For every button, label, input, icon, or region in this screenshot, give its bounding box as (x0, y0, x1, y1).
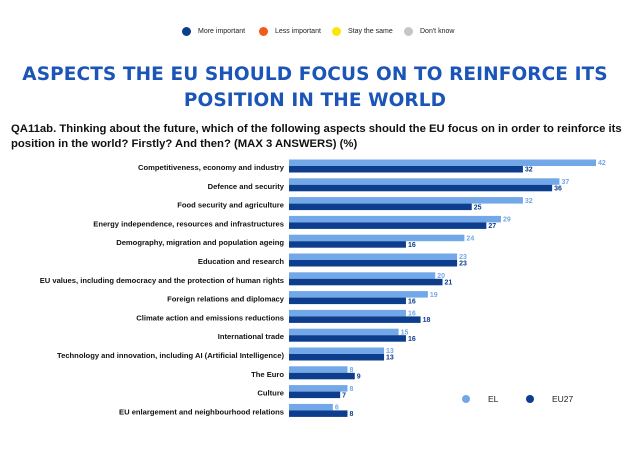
category-label: Climate action and emissions reductions (136, 313, 284, 322)
data-label-el: 20 (437, 273, 445, 280)
bar-el (289, 328, 399, 336)
legend-item-dont-know: Don't know (404, 27, 454, 36)
bar-el (289, 403, 333, 411)
bar-eu27 (289, 316, 421, 323)
bar-el (289, 309, 406, 317)
bar-eu27 (289, 410, 348, 417)
page-title: ASPECTS THE EU SHOULD FOCUS ON TO REINFO… (22, 64, 608, 111)
category-label: Competitiveness, economy and industry (138, 163, 285, 172)
data-label-eu27: 8 (349, 411, 353, 418)
bar-el (289, 159, 596, 166)
bar-chart: Competitiveness, economy and industry 42 3… (40, 159, 606, 418)
more-important-dot-icon (182, 27, 191, 36)
category-label: EU values, including democracy and the p… (40, 276, 284, 285)
data-label-eu27: 9 (357, 374, 361, 381)
legend-label: Don't know (420, 28, 455, 35)
bar-eu27 (289, 241, 406, 248)
data-label-eu27: 7 (342, 392, 346, 399)
data-label-el: 37 (561, 179, 569, 186)
bar-el (289, 291, 428, 298)
bar-eu27 (289, 260, 458, 267)
legend-label: EL (488, 394, 499, 404)
bar-el (289, 366, 348, 373)
bar-el (289, 272, 436, 279)
bar-eu27 (289, 222, 487, 229)
bar-eu27 (289, 184, 553, 192)
top-legend: More important Less important Stay the s… (0, 27, 630, 41)
data-label-eu27: 27 (488, 223, 496, 230)
legend-label: EU27 (552, 394, 574, 404)
data-label-eu27: 16 (408, 336, 416, 343)
bar-eu27 (289, 278, 443, 286)
data-label-el: 8 (349, 367, 353, 374)
bar-eu27 (289, 166, 523, 173)
data-label-el: 29 (503, 217, 511, 224)
category-label: Food security and agriculture (177, 201, 284, 210)
data-label-el: 32 (525, 198, 533, 205)
legend-item-less-important: Less important (259, 27, 321, 36)
data-label-eu27: 13 (386, 355, 394, 362)
data-label-el: 23 (459, 254, 467, 261)
data-label-el: 24 (466, 235, 474, 242)
bar-el (289, 253, 458, 260)
bar-eu27 (289, 391, 341, 399)
data-label-el: 15 (401, 329, 409, 336)
bar-el (289, 234, 465, 242)
category-label: Culture (257, 389, 284, 398)
chart-legend: EL EU27 (462, 394, 622, 408)
eu27-dot-icon (526, 395, 534, 403)
data-label-el: 42 (598, 160, 606, 167)
data-label-el: 16 (408, 311, 416, 318)
legend-label: More important (198, 28, 246, 35)
question-text: QA11ab. Thinking about the future, which… (11, 123, 622, 150)
bar-eu27 (289, 203, 472, 211)
less-important-dot-icon (259, 27, 268, 36)
bar-eu27 (289, 335, 406, 342)
category-label: Foreign relations and diplomacy (167, 295, 285, 304)
data-label-eu27: 21 (445, 280, 453, 287)
data-label-el: 8 (349, 386, 353, 393)
legend-item-stay-the-same: Stay the same (332, 27, 393, 36)
legend-label: Less important (275, 28, 321, 35)
legend-item-more-important: More important (182, 27, 245, 36)
category-label: Defence and security (208, 182, 285, 191)
data-label-eu27: 23 (459, 261, 467, 268)
legend-item-el: EL (462, 394, 498, 404)
bar-el (289, 347, 385, 354)
data-label-el: 19 (430, 292, 438, 299)
bar-eu27 (289, 297, 406, 305)
el-dot-icon (462, 395, 470, 403)
dont-know-dot-icon (404, 27, 413, 36)
data-label-eu27: 32 (525, 167, 533, 174)
category-label: Demography, migration and population age… (116, 238, 284, 247)
legend-item-eu27: EU27 (526, 394, 573, 404)
bar-eu27 (289, 372, 355, 380)
data-label-eu27: 16 (408, 298, 416, 305)
category-label: The Euro (251, 370, 284, 379)
data-label-el: 13 (386, 348, 394, 355)
category-label: Energy independence, resources and infra… (93, 219, 284, 228)
stay-the-same-dot-icon (332, 27, 341, 36)
data-label-eu27: 16 (408, 242, 416, 249)
bar-el (289, 385, 348, 392)
bar-eu27 (289, 354, 385, 361)
data-label-eu27: 18 (423, 317, 431, 324)
category-label: Technology and innovation, including AI … (57, 351, 284, 360)
data-label-eu27: 36 (554, 186, 562, 193)
legend-label: Stay the same (348, 28, 393, 35)
bar-el (289, 178, 560, 185)
category-label: International trade (218, 332, 284, 341)
category-label: Education and research (198, 257, 284, 266)
category-label: EU enlargement and neighbourhood relatio… (119, 407, 284, 416)
bar-el (289, 197, 523, 204)
data-label-eu27: 25 (474, 204, 482, 211)
bar-el (289, 215, 501, 223)
data-label-el: 6 (335, 405, 339, 412)
